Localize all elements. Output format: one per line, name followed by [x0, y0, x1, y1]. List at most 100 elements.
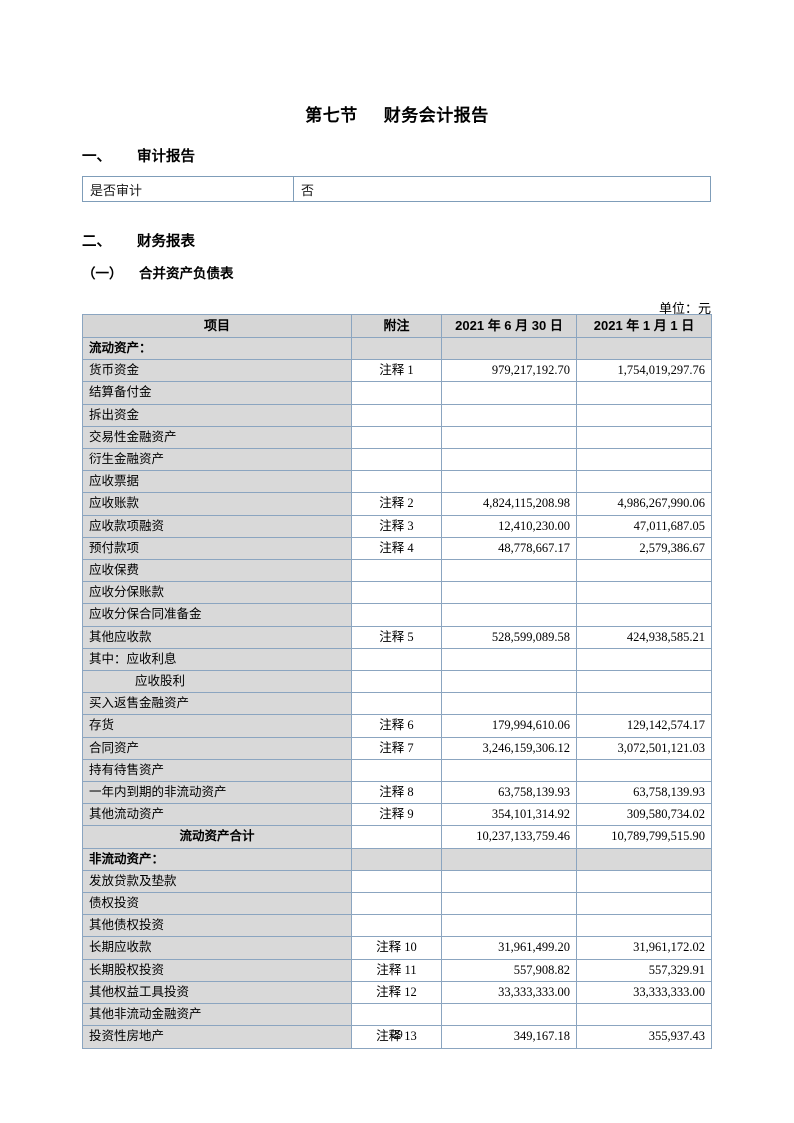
- row-note-reference: [351, 448, 442, 472]
- row-value-current: 557,908.82: [441, 958, 577, 982]
- row-note-reference: [351, 758, 442, 783]
- row-note-reference: [351, 647, 442, 672]
- table-row: 流动资产：: [82, 336, 712, 361]
- row-value-current: [441, 559, 577, 583]
- row-value-prior: 2,579,386.67: [576, 536, 712, 561]
- table-row: 应收分保账款: [82, 581, 712, 605]
- row-note-reference: [351, 692, 442, 716]
- row-value-current: [441, 647, 577, 672]
- row-note-reference: 注释 8: [351, 781, 442, 805]
- table-row: 其他应收款 注释 5 528,599,089.58 424,938,585.21: [82, 625, 712, 649]
- balance-sheet-table: 项目 附注 2021 年 6 月 30 日 2021 年 1 月 1 日 流动资…: [82, 314, 712, 1049]
- row-note-reference: 注释 7: [351, 736, 442, 760]
- table-row: 存货 注释 6 179,994,610.06 129,142,574.17: [82, 714, 712, 738]
- row-note-reference: 注释 2: [351, 492, 442, 516]
- row-value-current: [441, 892, 577, 916]
- heading-audit-text: 审计报告: [137, 149, 195, 165]
- row-item-label: 流动资产合计: [82, 825, 352, 849]
- column-header-note: 附注: [351, 314, 442, 338]
- row-note-reference: [351, 336, 442, 361]
- row-value-prior: [576, 448, 712, 472]
- row-value-prior: [576, 647, 712, 672]
- column-header-period-current: 2021 年 6 月 30 日: [441, 314, 577, 338]
- table-row: 应收股利: [82, 670, 712, 694]
- row-value-prior: 1,754,019,297.76: [576, 359, 712, 383]
- audit-label-cell: 是否审计: [82, 176, 294, 202]
- row-value-prior: 3,072,501,121.03: [576, 736, 712, 760]
- row-item-label: 合同资产: [82, 736, 352, 760]
- page-title-prefix: 第七节: [305, 106, 358, 125]
- row-value-current: [441, 603, 577, 627]
- row-value-prior: 31,961,172.02: [576, 936, 712, 960]
- row-item-label: 其他应收款: [82, 625, 352, 649]
- table-header-row: 项目 附注 2021 年 6 月 30 日 2021 年 1 月 1 日: [82, 314, 712, 338]
- row-note-reference: 注释 4: [351, 536, 442, 561]
- table-row: 买入返售金融资产: [82, 692, 712, 716]
- heading-financial-text: 财务报表: [137, 234, 195, 250]
- row-item-label: 应收股利: [82, 670, 352, 694]
- row-value-prior: [576, 581, 712, 605]
- heading-financial-statements: 二、 财务报表: [82, 230, 195, 251]
- table-row: 流动资产合计 10,237,133,759.46 10,789,799,515.90: [82, 825, 712, 849]
- row-note-reference: 注释 12: [351, 980, 442, 1005]
- table-row: 持有待售资产: [82, 758, 712, 783]
- row-value-prior: 47,011,687.05: [576, 514, 712, 538]
- row-item-label: 一年内到期的非流动资产: [82, 781, 352, 805]
- row-value-current: [441, 581, 577, 605]
- row-note-reference: 注释 11: [351, 958, 442, 982]
- heading-audit-report: 一、 审计报告: [82, 145, 195, 166]
- table-row: 应收票据: [82, 470, 712, 494]
- row-value-current: 349,167.18: [441, 1025, 577, 1049]
- row-value-prior: [576, 559, 712, 583]
- row-value-current: [441, 692, 577, 716]
- row-note-reference: [351, 869, 442, 894]
- page-title: 第七节 财务会计报告: [0, 101, 794, 126]
- row-value-current: 354,101,314.92: [441, 803, 577, 827]
- row-value-current: 31,961,499.20: [441, 936, 577, 960]
- row-note-reference: [351, 603, 442, 627]
- row-value-current: 63,758,139.93: [441, 781, 577, 805]
- table-row: 应收账款 注释 2 4,824,115,208.98 4,986,267,990.06: [82, 492, 712, 516]
- row-value-current: 3,246,159,306.12: [441, 736, 577, 760]
- heading-balance-sheet: （一） 合并资产负债表: [82, 262, 234, 282]
- row-note-reference: 注释 6: [351, 714, 442, 738]
- table-row: 其他流动资产 注释 9 354,101,314.92 309,580,734.02: [82, 803, 712, 827]
- row-item-label: 买入返售金融资产: [82, 692, 352, 716]
- row-value-current: [441, 381, 577, 405]
- row-item-label: 长期应收款: [82, 936, 352, 960]
- row-value-prior: 63,758,139.93: [576, 781, 712, 805]
- row-item-label: 其他流动资产: [82, 803, 352, 827]
- row-value-current: [441, 670, 577, 694]
- row-value-prior: [576, 1003, 712, 1027]
- heading-balance-number: （一）: [82, 266, 123, 281]
- row-value-current: 979,217,192.70: [441, 359, 577, 383]
- row-value-current: [441, 914, 577, 938]
- row-item-label: 其中：应收利息: [82, 647, 352, 672]
- row-note-reference: [351, 914, 442, 938]
- row-item-label: 发放贷款及垫款: [82, 869, 352, 894]
- table-row: 一年内到期的非流动资产 注释 8 63,758,139.93 63,758,139.9…: [82, 781, 712, 805]
- audit-value-cell: 否: [293, 176, 711, 202]
- row-value-prior: [576, 403, 712, 427]
- row-item-label: 投资性房地产: [82, 1025, 352, 1049]
- heading-audit-number: 一、: [82, 149, 111, 165]
- table-row: 结算备付金: [82, 381, 712, 405]
- row-item-label: 存货: [82, 714, 352, 738]
- row-item-label: 持有待售资产: [82, 758, 352, 783]
- row-note-reference: [351, 847, 442, 871]
- column-header-item: 项目: [82, 314, 352, 338]
- table-row: 发放贷款及垫款: [82, 869, 712, 894]
- table-row: 其他权益工具投资 注释 12 33,333,333.00 33,333,333.00: [82, 980, 712, 1005]
- row-note-reference: [351, 892, 442, 916]
- table-row: 长期股权投资 注释 11 557,908.82 557,329.91: [82, 958, 712, 982]
- row-value-prior: [576, 758, 712, 783]
- row-note-reference: [351, 670, 442, 694]
- table-row: 长期应收款 注释 10 31,961,499.20 31,961,172.02: [82, 936, 712, 960]
- row-item-label: 债权投资: [82, 892, 352, 916]
- row-value-prior: 309,580,734.02: [576, 803, 712, 827]
- row-item-label: 结算备付金: [82, 381, 352, 405]
- row-item-label: 应收分保合同准备金: [82, 603, 352, 627]
- table-row: 债权投资: [82, 892, 712, 916]
- row-item-label: 其他非流动金融资产: [82, 1003, 352, 1027]
- row-value-prior: 10,789,799,515.90: [576, 825, 712, 849]
